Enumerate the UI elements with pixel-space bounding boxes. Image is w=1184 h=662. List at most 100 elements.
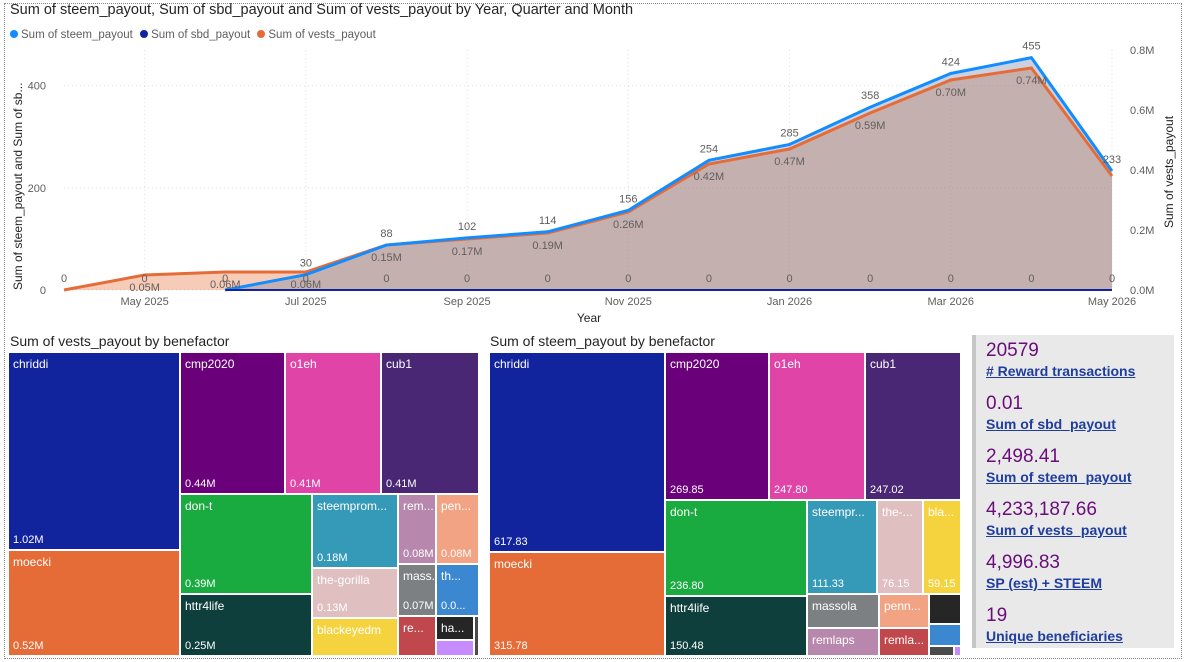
main-line-chart[interactable]: 30 88 102 114 156 254 285 358 424 455 233 0.05M 0.06… [0,0,1184,330]
card-value: 4,996.83 [986,552,1060,573]
card-value: 0.01 [986,393,1023,414]
card-label[interactable]: Sum of vests_payout [986,522,1127,538]
treemap-tile[interactable]: remlaps [807,628,879,656]
tile-value: 150.48 [670,640,704,652]
treemap-tile[interactable]: cmp2020 269.85 [665,352,769,500]
card-sp-est-steem[interactable]: 4,996.83 SP (est) + STEEM [986,552,1176,592]
treemap-tile[interactable]: moecki 0.52M [8,550,180,656]
card-label[interactable]: # Reward transactions [986,363,1136,379]
treemap-tile[interactable]: don-t 236.80 [665,500,807,596]
tile-label: steemprom... [317,499,388,513]
tile-label: remla... [884,633,925,647]
treemap-vests[interactable]: chriddi 1.02M moecki 0.52M cmp2020 0.44M o1eh 0… [8,352,479,656]
treemap-tile[interactable]: steemprom... 0.18M [312,494,398,568]
tile-value: 1.02M [13,534,44,546]
tile-label: cub1 [386,357,413,371]
treemap-tile[interactable]: chriddi 617.83 [489,352,665,552]
tile-value: 111.33 [812,578,845,590]
y-right-tick: 0.6M [1130,105,1154,117]
legend-dot-icon [10,30,18,38]
kpi-cards-panel: 20579 # Reward transactions 0.01 Sum of … [972,335,1174,648]
treemap-tile[interactable]: penn... [879,594,929,628]
sbd-data-label: 0 [706,273,712,285]
treemap-tile[interactable]: rem... 0.08M [398,494,436,564]
y-right-tick: 0.8M [1130,45,1154,57]
tile-value: 0.41M [290,478,321,490]
treemap-tile[interactable]: steempr... 111.33 [807,500,877,594]
tile-value: 0.39M [185,578,216,590]
treemap-tile[interactable]: moecki 315.78 [489,552,665,656]
treemap-tile[interactable] [954,646,961,656]
vests-data-label: 0.19M [532,240,563,252]
tile-value: 76.15 [882,578,910,590]
x-tick: May 2025 [120,296,168,308]
card-label[interactable]: Sum of steem_payout [986,469,1132,485]
treemap-tile[interactable]: cub1 0.41M [381,352,479,494]
tile-label: cmp2020 [185,357,235,371]
card-label[interactable]: Sum of sbd_payout [986,416,1116,432]
card-sbd-payout[interactable]: 0.01 Sum of sbd_payout [986,393,1176,433]
legend-item-vests[interactable]: Sum of vests_payout [257,29,376,41]
treemap-tile[interactable] [436,640,474,656]
x-tick: Sep 2025 [444,296,491,308]
y-axis-right-label: Sum of vests_payout [1162,115,1176,228]
card-unique-beneficiaries[interactable]: 19 Unique beneficiaries [986,605,1176,645]
tile-label: don-t [185,499,213,513]
chart-data-labels: 30 88 102 114 156 254 285 358 424 455 233 0.05M 0.06… [61,41,1121,294]
tile-value: 247.02 [870,484,904,496]
tile-label: cmp2020 [670,357,720,371]
steem-data-label: 102 [458,221,476,233]
card-value: 2,498.41 [986,446,1060,467]
legend-item-steem[interactable]: Sum of steem_payout [10,29,133,41]
treemap-tile[interactable]: cmp2020 0.44M [180,352,285,494]
tile-label: ha... [441,621,465,635]
vests-data-label: 0.06M [291,279,322,291]
treemap-tile[interactable]: re... [398,616,436,656]
tile-label: rem... [403,499,434,513]
card-label[interactable]: SP (est) + STEEM [986,575,1103,591]
treemap-tile[interactable]: cub1 247.02 [865,352,961,500]
treemap-tile[interactable]: the-gorilla 0.13M [312,568,398,618]
treemap-tile[interactable]: remla... [879,628,929,656]
sbd-data-label: 0 [464,273,470,285]
card-steem-payout[interactable]: 2,498.41 Sum of steem_payout [986,446,1176,486]
treemap-tile[interactable] [929,594,961,624]
sbd-data-label: 0 [545,273,551,285]
card-vests-payout[interactable]: 4,233,187.66 Sum of vests_payout [986,499,1176,539]
treemap-tile[interactable] [929,646,954,656]
treemap-tile[interactable]: httr4life 0.25M [180,594,312,656]
treemap-tile[interactable]: don-t 0.39M [180,494,312,594]
steem-data-label: 30 [300,258,312,270]
treemap-tile[interactable]: bla... 59.15 [923,500,961,594]
tile-label: httr4life [670,601,710,615]
treemap-tile[interactable]: pen... 0.08M [436,494,479,564]
card-label[interactable]: Unique beneficiaries [986,628,1123,644]
treemap-tile[interactable]: the-... 76.15 [877,500,923,594]
card-reward-transactions[interactable]: 20579 # Reward transactions [986,340,1176,380]
treemap-tile[interactable] [474,616,479,656]
steem-data-label: 254 [700,143,718,155]
treemap-tile[interactable]: chriddi 1.02M [8,352,180,550]
treemap-tile[interactable]: blackeyedm [312,618,398,656]
sbd-data-label: 0 [867,273,873,285]
report-frame [4,3,1182,659]
legend-item-sbd[interactable]: Sum of sbd_payout [140,29,250,41]
tile-label: o1eh [290,357,317,371]
treemap-tile[interactable] [929,624,961,646]
tile-label: re... [403,621,424,635]
treemap-tile[interactable]: massola [807,594,879,628]
treemap-tile[interactable]: httr4life 150.48 [665,596,807,656]
treemap-tile[interactable]: o1eh 0.41M [285,352,381,494]
treemap-tile[interactable]: ha... [436,616,474,640]
steem-data-label: 233 [1103,154,1121,166]
treemap-tile[interactable]: mass... 0.07M [398,564,436,616]
steem-data-label: 455 [1022,41,1040,53]
treemap-steem[interactable]: chriddi 617.83 moecki 315.78 cmp2020 269.85 o1… [489,352,961,656]
steem-data-label: 424 [942,56,960,68]
tile-label: httr4life [185,599,225,613]
treemap-tile[interactable]: o1eh 247.80 [769,352,865,500]
y-left-tick: 0 [40,285,46,297]
steem-data-label: 114 [539,215,557,227]
treemap-tile[interactable]: th... 0.0... [436,564,479,616]
sbd-data-label: 0 [222,273,228,285]
